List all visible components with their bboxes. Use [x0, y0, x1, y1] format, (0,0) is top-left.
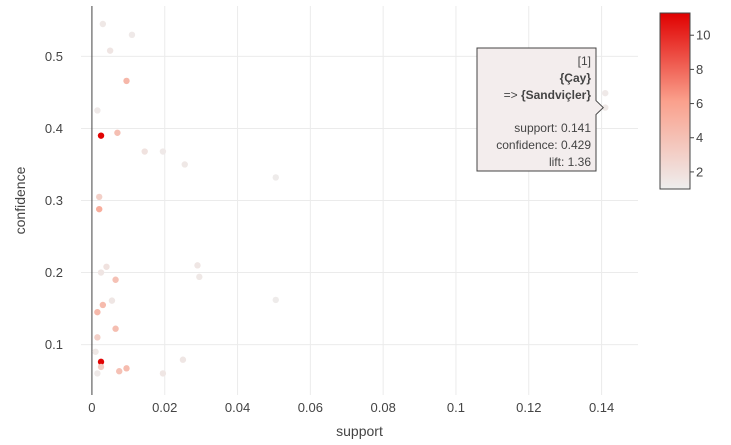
data-point[interactable]: [128, 31, 136, 39]
colorbar-tick-label: 6: [696, 96, 703, 111]
x-tick-label: 0.06: [298, 400, 323, 415]
data-point[interactable]: [94, 107, 101, 114]
y-axis-title: confidence: [12, 166, 28, 234]
data-point[interactable]: [123, 77, 130, 85]
y-tick-label: 0.2: [45, 265, 63, 280]
colorbar-tick-label: 10: [696, 28, 710, 43]
data-point[interactable]: [99, 20, 107, 28]
colorbar-tick-label: 4: [696, 130, 703, 145]
data-points[interactable]: [92, 20, 609, 377]
data-point[interactable]: [97, 363, 105, 371]
data-point[interactable]: [103, 263, 110, 270]
tooltip-rule-index: [1]: [578, 54, 591, 68]
y-tick-label: 0.3: [45, 193, 63, 208]
data-point[interactable]: [159, 370, 167, 377]
x-tick-label: 0.08: [371, 400, 396, 415]
x-tick-label: 0.14: [589, 400, 614, 415]
data-point[interactable]: [123, 365, 130, 372]
data-point[interactable]: [97, 132, 105, 139]
data-point[interactable]: [272, 174, 279, 181]
tooltip-rule-rhs: => {Sandviçler}: [504, 88, 592, 102]
data-point[interactable]: [94, 370, 101, 377]
data-point[interactable]: [99, 301, 107, 309]
colorbar-gradient: [659, 12, 691, 190]
data-point[interactable]: [602, 104, 609, 111]
data-point[interactable]: [181, 161, 188, 168]
data-point[interactable]: [159, 148, 167, 155]
colorbar-ticks: 2 4 6 8 10: [690, 28, 710, 179]
hover-tooltip: [1] {Çay} => {Sandviçler} support: 0.141…: [476, 47, 604, 172]
y-tick-label: 0.1: [45, 337, 63, 352]
data-point[interactable]: [106, 47, 114, 54]
data-point[interactable]: [272, 296, 279, 304]
data-point[interactable]: [94, 308, 101, 316]
y-tick-label: 0.4: [45, 121, 63, 136]
colorbar-legend: 2 4 6 8 10: [659, 12, 710, 190]
x-axis-ticks: 0 0.02 0.04 0.06 0.08 0.1 0.12 0.14: [88, 400, 614, 415]
data-point[interactable]: [141, 148, 148, 155]
x-tick-label: 0.02: [152, 400, 177, 415]
data-point[interactable]: [112, 276, 119, 283]
data-point[interactable]: [116, 368, 123, 375]
tooltip-box: [476, 47, 604, 172]
data-point[interactable]: [112, 325, 119, 332]
data-point[interactable]: [96, 193, 103, 201]
data-point[interactable]: [179, 356, 187, 363]
data-point[interactable]: [94, 334, 101, 341]
data-point[interactable]: [602, 89, 609, 97]
colorbar-tick-label: 8: [696, 62, 703, 77]
data-point[interactable]: [114, 129, 121, 136]
data-point[interactable]: [108, 297, 116, 304]
tooltip-rule-lhs: {Çay}: [560, 71, 592, 85]
colorbar-tick-label: 2: [696, 164, 703, 179]
y-tick-label: 0.5: [45, 49, 63, 64]
tooltip-confidence: confidence: 0.429: [496, 138, 591, 152]
data-point[interactable]: [96, 205, 103, 213]
y-axis-ticks: 0.1 0.2 0.3 0.4 0.5: [45, 49, 63, 352]
x-tick-label: 0.12: [516, 400, 541, 415]
data-point[interactable]: [196, 273, 203, 281]
tooltip-support: support: 0.141: [514, 121, 591, 135]
x-tick-label: 0.1: [447, 400, 465, 415]
data-point[interactable]: [97, 269, 105, 276]
data-point[interactable]: [97, 358, 105, 366]
x-tick-label: 0: [88, 400, 95, 415]
data-point[interactable]: [92, 348, 99, 355]
data-point[interactable]: [194, 262, 201, 269]
tooltip-rhs-prefix: =>: [504, 88, 521, 102]
tooltip-rhs-items: {Sandviçler}: [521, 88, 591, 102]
x-tick-label: 0.04: [225, 400, 250, 415]
tooltip-lift: lift: 1.36: [549, 155, 591, 169]
x-axis-title: support: [336, 423, 383, 439]
